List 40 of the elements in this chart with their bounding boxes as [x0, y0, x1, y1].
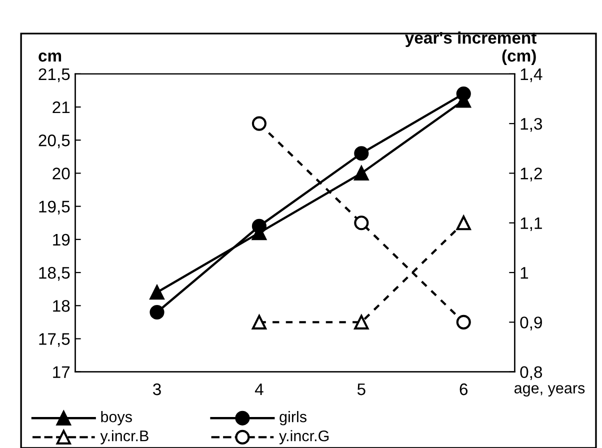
x-tick-label: 5 — [357, 384, 366, 396]
y-tick-label: 18 — [53, 300, 70, 312]
x-axis-title: age, years — [514, 385, 585, 397]
point — [150, 285, 164, 300]
y2-tick-label: 1,1 — [520, 217, 542, 232]
x-tick-label: 4 — [254, 384, 264, 396]
point — [354, 166, 369, 181]
point — [456, 314, 471, 330]
y-tick-label: 17 — [53, 366, 70, 378]
y-tick-label: 21 — [52, 101, 70, 114]
y-tick-label: 18,5 — [39, 266, 70, 281]
y2-tick-label: 1 — [520, 267, 528, 279]
legend-label: boys — [101, 411, 132, 426]
y-tick-label: 21,5 — [38, 68, 70, 82]
y-tick-label: 19,5 — [39, 200, 70, 214]
point — [354, 314, 369, 330]
y-tick-label: 20 — [52, 168, 70, 180]
y2-axis-title: year's increment (cm) — [405, 31, 536, 65]
point — [354, 146, 369, 161]
x-tick-label: 6 — [460, 383, 468, 396]
y-tick-label: 17,5 — [39, 333, 70, 347]
x-tick-label: 3 — [153, 383, 161, 396]
y-tick-label: 19 — [53, 234, 70, 246]
y2-tick-label: 0,8 — [520, 366, 542, 380]
legend-label: y.incr.B — [100, 430, 148, 444]
point — [150, 304, 164, 320]
y2-tick-label: 1,4 — [520, 68, 542, 82]
point — [354, 216, 369, 230]
point — [456, 86, 471, 102]
point — [456, 216, 471, 230]
legend-label: y.incr.G — [279, 430, 329, 444]
y2-tick-label: 1,2 — [520, 168, 542, 182]
y2-tick-label: 0,9 — [520, 316, 542, 330]
y-axis-title: cm — [38, 52, 62, 62]
y-tick-label: 20,5 — [38, 134, 70, 148]
legend-label: girls — [280, 411, 306, 426]
point — [252, 116, 267, 131]
point — [252, 218, 267, 234]
point — [252, 314, 267, 330]
y2-tick-label: 1,3 — [520, 118, 542, 132]
